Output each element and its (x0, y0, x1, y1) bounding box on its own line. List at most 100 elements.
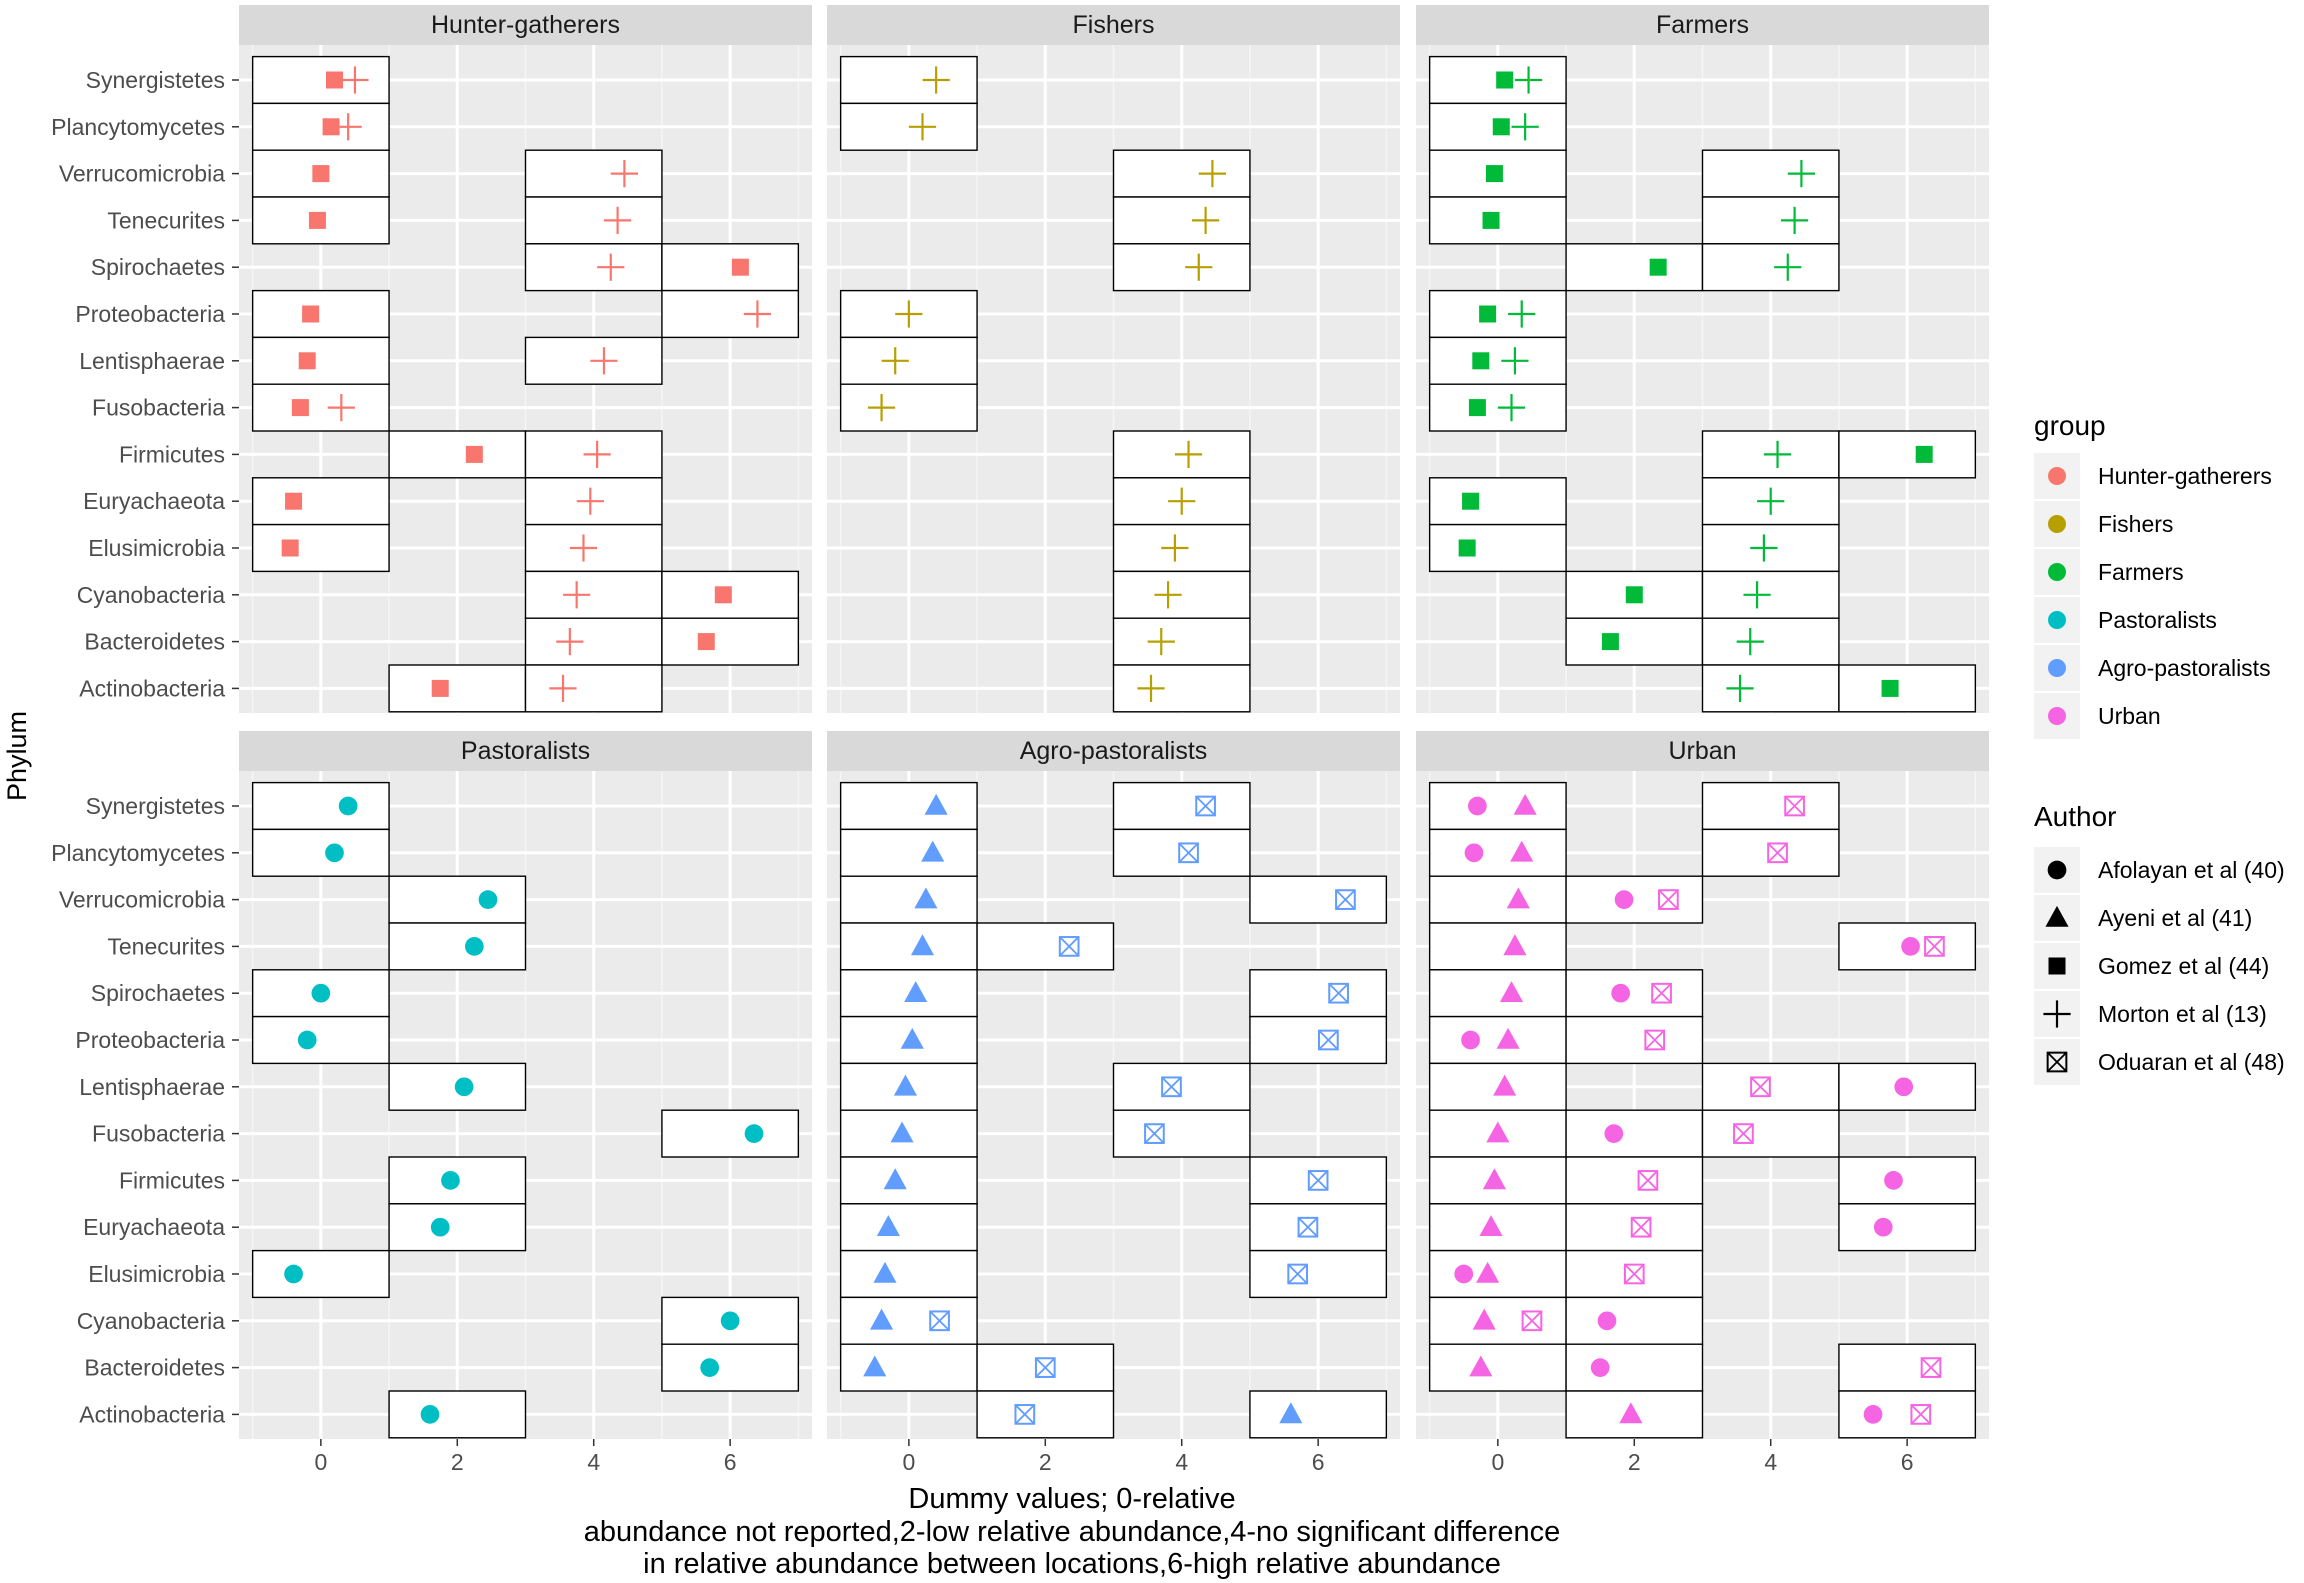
boxx-diag-2 (1921, 1357, 1942, 1378)
data-point (1510, 840, 1534, 862)
data-point (1318, 1029, 1339, 1051)
data-point (338, 796, 358, 816)
data-point (478, 890, 498, 909)
x-axis-title-line-3: in relative abundance between locations,… (643, 1548, 1501, 1580)
data-point (1161, 534, 1189, 562)
value-tile (1428, 875, 1567, 924)
legend-author-label: Afolayan et al (40) (2098, 857, 2285, 883)
boxx-diag-2 (1910, 1404, 1931, 1425)
data-point (603, 206, 632, 234)
data-point (1630, 1216, 1652, 1238)
value-tile (1701, 196, 1840, 245)
data-point (921, 840, 945, 862)
legend-group-label: Farmers (2098, 559, 2184, 585)
boxx-frame (1318, 1029, 1339, 1051)
value-tile (661, 1109, 800, 1158)
boxx-frame (1920, 1357, 1942, 1378)
value-tile (388, 875, 527, 924)
data-point (1464, 843, 1484, 863)
data-point (883, 1168, 907, 1190)
y-tick-label: Euryachaeota (83, 488, 225, 514)
y-tick-label: Verrucomicrobia (59, 887, 225, 913)
boxx-frame (1335, 889, 1356, 910)
boxx-frame (1034, 1357, 1056, 1378)
panel-urban: Urban 0 2 4 6 (1416, 731, 1989, 1475)
data-point (929, 1310, 950, 1332)
value-tile (1838, 1156, 1977, 1205)
value-tile (1428, 383, 1567, 432)
value-tile (251, 102, 390, 151)
y-tick-label: Lentisphaerae (79, 1074, 225, 1100)
legend-swatch (2048, 563, 2066, 581)
x-tick-label: 4 (587, 1449, 600, 1475)
data-point (1486, 1121, 1510, 1143)
boxx-frame (1307, 1170, 1329, 1191)
boxx-frame (929, 1310, 950, 1332)
x-tick-label: 2 (451, 1449, 464, 1475)
boxx-frame (1733, 1123, 1754, 1144)
data-point (1144, 1123, 1165, 1144)
facet-title: Fishers (1073, 11, 1155, 39)
data-point (291, 399, 309, 417)
value-tile (661, 289, 800, 339)
data-point (1726, 674, 1754, 702)
value-tile (524, 570, 663, 619)
value-tile (1701, 243, 1840, 292)
x-tick-label: 0 (1491, 1449, 1504, 1475)
value-tile (1565, 969, 1704, 1018)
value-tile (1428, 969, 1567, 1018)
legend-group-pastoralists: Pastoralists (2034, 597, 2217, 643)
boxx-diag-2 (1161, 1076, 1182, 1097)
data-point (430, 1217, 450, 1237)
data-point (563, 581, 591, 609)
legend-shape (2045, 905, 2069, 927)
y-tick-label: Actinobacteria (79, 675, 225, 701)
data-point (420, 1405, 440, 1424)
boxx-frame (1644, 1029, 1666, 1051)
data-point (1767, 842, 1788, 864)
boxx-frame (1750, 1076, 1771, 1098)
data-point (1195, 795, 1216, 817)
data-point (1147, 628, 1175, 656)
boxx-frame (1767, 842, 1788, 864)
data-point (1034, 1357, 1056, 1378)
data-point (1454, 1264, 1474, 1284)
value-tile (251, 289, 390, 339)
boxx-frame (1521, 1310, 1543, 1332)
boxx-frame (1651, 982, 1672, 1004)
data-point (311, 983, 331, 1003)
data-point (1614, 890, 1634, 909)
y-tick-label: Fusobacteria (92, 395, 225, 421)
legend-group-label: Urban (2098, 703, 2161, 729)
boxx-diag-2 (1644, 1030, 1665, 1050)
value-tile (1838, 1390, 1977, 1439)
value-tile (839, 969, 978, 1018)
boxx-diag-2 (1178, 842, 1199, 863)
y-axis-title: Phylum (2, 711, 32, 801)
y-tick-label: Elusimicrobia (88, 1261, 225, 1287)
data-point (576, 487, 604, 515)
legend-author-morton-et-al-13-: Morton et al (13) (2034, 991, 2267, 1037)
panel-pastoralists: Pastoralists Synergistetes Plancytomycetes… (51, 731, 812, 1475)
value-tile (1112, 664, 1251, 713)
value-tile (839, 383, 978, 432)
x-tick-label: 6 (724, 1449, 737, 1475)
value-tile (251, 1249, 390, 1299)
boxx-diag-2 (1144, 1123, 1165, 1144)
value-tile (1838, 430, 1977, 479)
y-tick-label: Spirochaetes (91, 980, 225, 1006)
legend-group-farmers: Farmers (2034, 549, 2184, 595)
data-point (1924, 936, 1945, 957)
value-tile (388, 664, 527, 713)
data-point (1485, 165, 1503, 183)
x-tick-label: 6 (1901, 1449, 1914, 1475)
data-point (744, 1124, 764, 1143)
boxx-diag-2 (1035, 1357, 1056, 1378)
data-point (904, 981, 928, 1002)
data-point (1287, 1263, 1309, 1285)
data-point (1493, 1074, 1517, 1096)
value-tile (1565, 1156, 1704, 1205)
data-point (867, 394, 896, 422)
boxx-diag-2 (1624, 1264, 1645, 1284)
